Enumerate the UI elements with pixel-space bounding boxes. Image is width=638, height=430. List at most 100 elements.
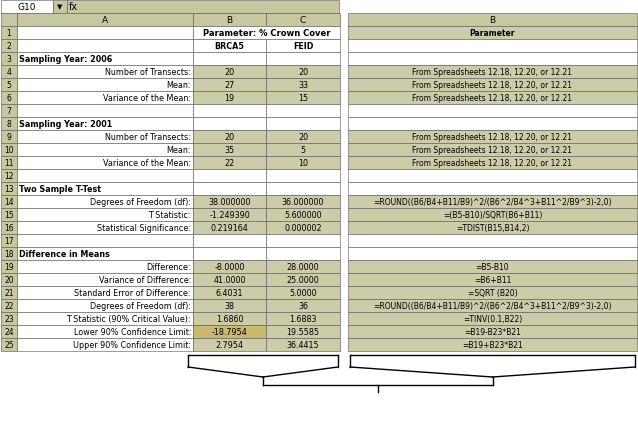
Bar [348,338,637,351]
Text: 8: 8 [6,120,11,129]
Text: =B19+B23*B21: =B19+B23*B21 [462,340,523,349]
Text: 5: 5 [300,146,306,155]
Text: Statistical Significance:: Statistical Significance: [97,224,191,233]
Bar [193,196,266,209]
Text: B: B [489,16,496,25]
Bar [17,234,193,247]
Text: 35: 35 [225,146,235,155]
Bar [348,118,637,131]
Bar [266,53,340,66]
Bar [266,261,340,273]
Text: 22: 22 [4,301,14,310]
Text: 33: 33 [298,81,308,90]
Text: 21: 21 [4,289,14,297]
Bar [17,183,193,196]
Text: 20: 20 [298,133,308,141]
Bar [193,286,266,299]
Text: T Statistic (90% Critical Value):: T Statistic (90% Critical Value): [66,314,191,323]
Bar [17,209,193,221]
Text: Number of Transects:: Number of Transects: [105,133,191,141]
Bar [193,105,266,118]
Bar [193,261,266,273]
Bar [17,169,193,183]
Bar [266,196,340,209]
Text: -8.0000: -8.0000 [214,262,245,271]
Bar [17,338,193,351]
Text: 2: 2 [6,42,11,51]
Bar [193,209,266,221]
Text: Mean:: Mean: [167,146,191,155]
Bar [348,14,637,27]
Bar [193,221,266,234]
Text: Variance of the Mean:: Variance of the Mean: [103,159,191,168]
Bar [193,273,266,286]
Bar [1,14,17,27]
Bar [193,27,340,40]
Bar [17,66,193,79]
Text: 2.7954: 2.7954 [216,340,244,349]
Bar [348,261,637,273]
Bar [266,247,340,261]
Text: 36: 36 [298,301,308,310]
Bar [266,183,340,196]
Bar [1,286,17,299]
Text: 20: 20 [298,68,308,77]
Text: 38: 38 [225,301,235,310]
Bar [1,325,17,338]
Bar [348,312,637,325]
Text: 16: 16 [4,224,14,233]
Bar [266,118,340,131]
Bar [266,221,340,234]
Bar [266,144,340,157]
Text: Mean:: Mean: [167,81,191,90]
Text: From Spreadsheets 12.18, 12.20, or 12.21: From Spreadsheets 12.18, 12.20, or 12.21 [413,81,572,90]
Bar [193,40,266,53]
Bar [193,144,266,157]
Bar [266,325,340,338]
Text: 0.000002: 0.000002 [284,224,322,233]
Bar [266,157,340,169]
Text: Number of Transects:: Number of Transects: [105,68,191,77]
Text: 14: 14 [4,197,14,206]
Bar [266,131,340,144]
Text: =ROUND((B6/B4+B11/B9)^2/(B6^2/B4^3+B11^2/B9^3)-2,0): =ROUND((B6/B4+B11/B9)^2/(B6^2/B4^3+B11^2… [373,301,612,310]
Text: 23: 23 [4,314,14,323]
Text: =TINV(0.1,B22): =TINV(0.1,B22) [463,314,522,323]
Text: A: A [102,16,108,25]
Bar [193,169,266,183]
Bar [1,79,17,92]
Bar [348,209,637,221]
Text: Two Sample T-Test: Two Sample T-Test [19,184,101,194]
Bar [17,261,193,273]
Bar [348,299,637,312]
Text: FEID: FEID [293,42,313,51]
Text: 1: 1 [6,29,11,38]
Bar [266,169,340,183]
Text: 10: 10 [298,159,308,168]
Bar [1,92,17,105]
Text: Parameter: Parameter [470,29,516,38]
Bar [348,157,637,169]
Bar [1,157,17,169]
Text: 0.219164: 0.219164 [211,224,248,233]
Text: Variance of the Mean:: Variance of the Mean: [103,94,191,103]
Bar [348,144,637,157]
Bar [193,183,266,196]
Text: 18: 18 [4,249,14,258]
Text: 17: 17 [4,237,14,246]
Text: 36.000000: 36.000000 [282,197,324,206]
Text: B: B [226,16,233,25]
Bar [17,157,193,169]
Bar [1,1,53,14]
Text: -18.7954: -18.7954 [212,327,248,336]
Bar [17,286,193,299]
Bar [266,92,340,105]
Bar [348,40,637,53]
Bar [266,234,340,247]
Bar [348,286,637,299]
Bar [193,79,266,92]
Bar [17,247,193,261]
Bar [1,105,17,118]
Bar [348,183,637,196]
Bar [193,157,266,169]
